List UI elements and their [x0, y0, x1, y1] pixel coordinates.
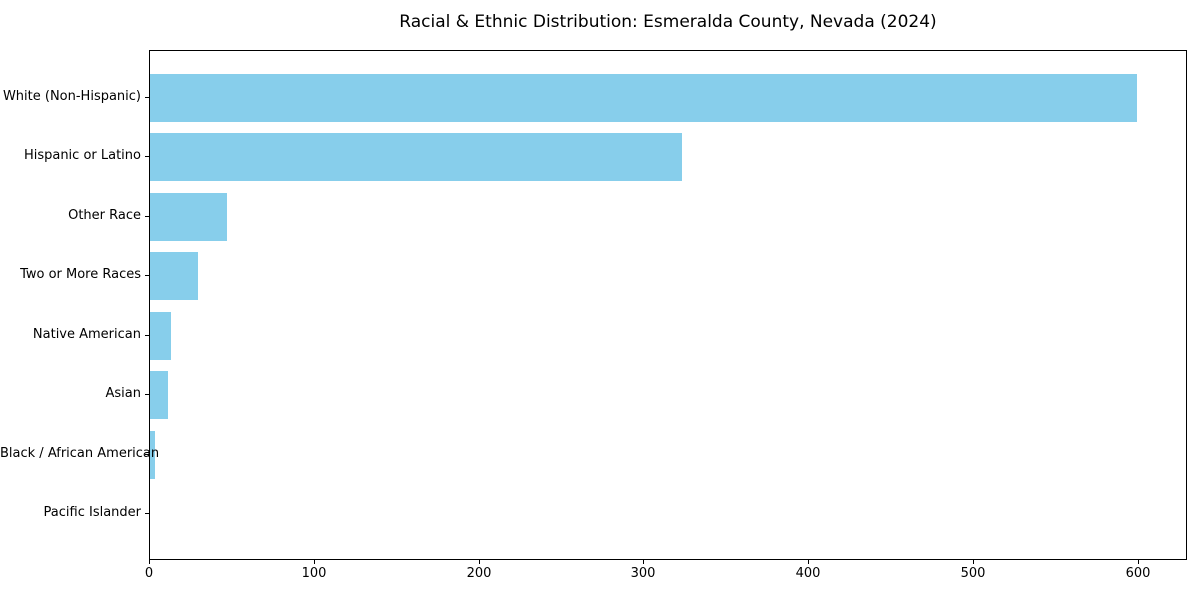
x-tick: [149, 560, 150, 564]
y-tick-label: Other Race: [68, 208, 141, 223]
x-tick: [808, 560, 809, 564]
bar: [150, 133, 683, 182]
x-tick: [314, 560, 315, 564]
x-tick-label: 200: [466, 566, 492, 581]
y-tick: [145, 394, 149, 395]
y-tick: [145, 156, 149, 157]
bar: [150, 192, 228, 241]
bar: [150, 371, 169, 420]
x-tick-label: 300: [630, 566, 656, 581]
y-tick-label: Black / African American: [0, 446, 160, 461]
y-tick: [145, 97, 149, 98]
x-tick: [643, 560, 644, 564]
y-tick-label: Asian: [105, 386, 141, 401]
x-tick-label: 500: [960, 566, 986, 581]
x-tick: [1138, 560, 1139, 564]
y-tick-label: Pacific Islander: [43, 505, 141, 520]
y-tick-label: Native American: [32, 327, 141, 342]
x-tick: [973, 560, 974, 564]
y-tick-label: White (Non-Hispanic): [2, 89, 141, 104]
y-tick: [145, 454, 149, 455]
x-tick-label: 400: [795, 566, 821, 581]
bar: [150, 73, 1137, 122]
bar: [150, 252, 198, 301]
y-tick: [145, 335, 149, 336]
x-tick: [479, 560, 480, 564]
plot-area: [149, 50, 1187, 560]
y-tick: [145, 216, 149, 217]
bar: [150, 311, 172, 360]
y-tick-label: Hispanic or Latino: [23, 148, 141, 163]
y-tick-label: Two or More Races: [20, 267, 141, 282]
chart-title: Racial & Ethnic Distribution: Esmeralda …: [399, 12, 937, 32]
x-tick-label: 0: [144, 566, 154, 581]
x-tick-label: 600: [1125, 566, 1151, 581]
x-tick-label: 100: [301, 566, 327, 581]
bar: [150, 430, 155, 479]
y-tick: [145, 513, 149, 514]
y-tick: [145, 275, 149, 276]
